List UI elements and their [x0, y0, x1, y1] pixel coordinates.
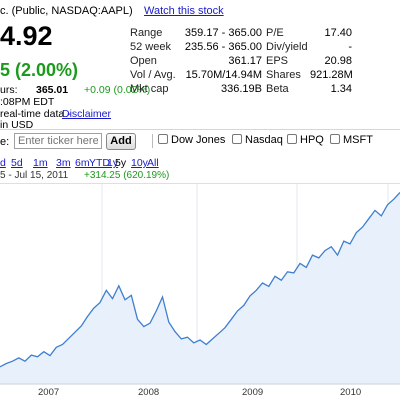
zoom-all[interactable]: All [147, 157, 159, 169]
stat-value: 17.40 [324, 27, 352, 39]
stat-value: - [348, 41, 352, 53]
currency-label: in USD [0, 119, 34, 131]
zoom-5d[interactable]: 5d [11, 157, 23, 169]
price-line [0, 192, 400, 368]
company-info: c. (Public, NASDAQ:AAPL) [0, 5, 133, 17]
stat-value: 361.17 [228, 55, 262, 67]
stat-value: 1.34 [330, 83, 352, 95]
zoom-1y[interactable]: 1y [107, 157, 119, 169]
stat-label: EPS [266, 55, 289, 67]
after-hours-label: urs: [0, 84, 18, 96]
stat-label: P/E [266, 27, 284, 39]
stat-label: Div/yield [266, 41, 308, 53]
compare-item-label: MSFT [343, 134, 373, 146]
checkbox[interactable] [330, 134, 340, 144]
zoom-3m[interactable]: 3m [56, 157, 71, 169]
stat-label: 52 week [130, 41, 171, 53]
stat-label: Vol / Avg. [130, 69, 176, 81]
divider [0, 129, 400, 130]
compare-item-label: Dow Jones [171, 134, 226, 146]
stat-value: 359.17 - 365.00 [184, 27, 262, 39]
zoom-ytd[interactable]: YTD [89, 157, 110, 169]
checkbox[interactable] [158, 134, 168, 144]
stat-label: Mkt cap [130, 83, 169, 95]
stock-price: 4.92 [0, 21, 53, 51]
zoom-1m[interactable]: 1m [33, 157, 48, 169]
price-change: 5 (2.00%) [0, 60, 79, 80]
compare-item-label: Nasdaq [245, 134, 283, 146]
price-chart[interactable] [0, 184, 400, 400]
compare-hpq[interactable]: HPQ [287, 134, 324, 146]
add-button[interactable]: Add [106, 133, 136, 150]
after-hours-time: :08PM EDT [0, 96, 55, 108]
range-change: +314.25 (620.19%) [84, 170, 170, 181]
x-tick-label: 2008 [138, 387, 160, 398]
stat-value: 336.19B [221, 83, 262, 95]
watch-stock-link[interactable]: Watch this stock [144, 5, 224, 17]
checkbox[interactable] [287, 134, 297, 144]
stat-label: Beta [266, 83, 289, 95]
zoom-d[interactable]: d [0, 157, 6, 169]
compare-msft[interactable]: MSFT [330, 134, 373, 146]
disclaimer-link[interactable]: Disclaimer [62, 108, 112, 120]
stat-value: 15.70M/14.94M [185, 69, 262, 81]
zoom-10y[interactable]: 10y [131, 157, 148, 169]
ticker-input[interactable] [14, 133, 102, 149]
after-hours-price: 365.01 [36, 84, 69, 96]
compare-dow-jones[interactable]: Dow Jones [158, 134, 225, 146]
compare-nasdaq[interactable]: Nasdaq [232, 134, 283, 146]
zoom-5y[interactable]: 5y [115, 157, 127, 169]
checkbox[interactable] [232, 134, 242, 144]
date-range: 5 - Jul 15, 2011 [0, 170, 69, 181]
stat-label: Range [130, 27, 163, 39]
x-tick-label: 2009 [242, 387, 264, 398]
after-hours-change: +0.09 (0.02%) [84, 84, 151, 96]
separator [152, 134, 153, 148]
stat-label: Open [130, 55, 157, 67]
x-tick-label: 2007 [38, 387, 60, 398]
stat-value: 20.98 [324, 55, 352, 67]
price-area [0, 192, 400, 384]
divider [0, 183, 400, 184]
stat-value: 235.56 - 365.00 [184, 41, 262, 53]
x-tick-label: 2010 [340, 387, 362, 398]
stat-value: 921.28M [310, 69, 353, 81]
realtime-label: real-time data - [0, 108, 71, 120]
zoom-6m[interactable]: 6m [75, 157, 90, 169]
compare-item-label: HPQ [300, 134, 324, 146]
stat-label: Shares [266, 69, 301, 81]
compare-label: e: [0, 136, 10, 148]
